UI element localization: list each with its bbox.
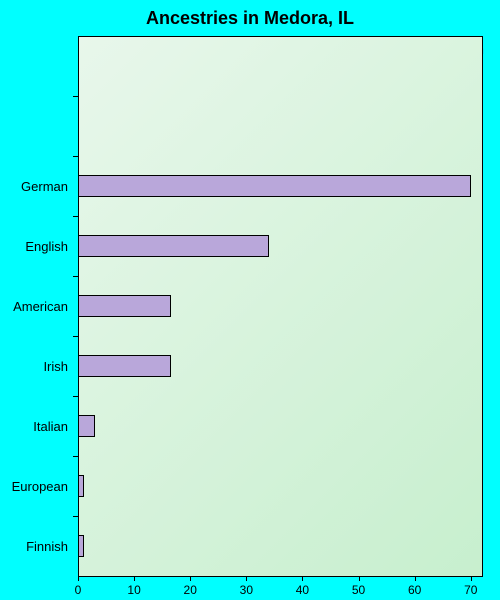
bar — [78, 355, 171, 378]
x-tick-label: 60 — [400, 583, 430, 597]
x-tick-mark — [190, 576, 191, 581]
x-tick-label: 0 — [63, 583, 93, 597]
x-tick-label: 10 — [119, 583, 149, 597]
x-tick-label: 70 — [456, 583, 486, 597]
bar — [78, 475, 84, 498]
y-category-label: Irish — [0, 359, 68, 374]
y-tick-mark — [73, 516, 78, 517]
x-tick-mark — [134, 576, 135, 581]
x-tick-label: 50 — [344, 583, 374, 597]
x-tick-mark — [246, 576, 247, 581]
x-tick-mark — [415, 576, 416, 581]
y-tick-mark — [73, 456, 78, 457]
y-category-label: Italian — [0, 419, 68, 434]
bar — [78, 415, 95, 438]
y-category-label: English — [0, 239, 68, 254]
y-tick-mark — [73, 276, 78, 277]
x-tick-mark — [359, 576, 360, 581]
y-tick-mark — [73, 336, 78, 337]
y-category-label: American — [0, 299, 68, 314]
y-category-label: European — [0, 479, 68, 494]
x-tick-mark — [302, 576, 303, 581]
x-tick-label: 20 — [175, 583, 205, 597]
bar — [78, 295, 171, 318]
y-category-label: German — [0, 179, 68, 194]
x-tick-label: 30 — [231, 583, 261, 597]
y-tick-mark — [73, 156, 78, 157]
chart-page: Ancestries in Medora, IL City-Data.com 0… — [0, 0, 500, 600]
x-axis-line — [78, 576, 482, 577]
y-category-label: Finnish — [0, 539, 68, 554]
chart-title: Ancestries in Medora, IL — [0, 8, 500, 29]
bar — [78, 535, 84, 558]
y-tick-mark — [73, 96, 78, 97]
x-tick-mark — [78, 576, 79, 581]
x-tick-mark — [471, 576, 472, 581]
bar — [78, 235, 269, 258]
x-tick-label: 40 — [287, 583, 317, 597]
y-tick-mark — [73, 396, 78, 397]
bar — [78, 175, 471, 198]
y-tick-mark — [73, 216, 78, 217]
